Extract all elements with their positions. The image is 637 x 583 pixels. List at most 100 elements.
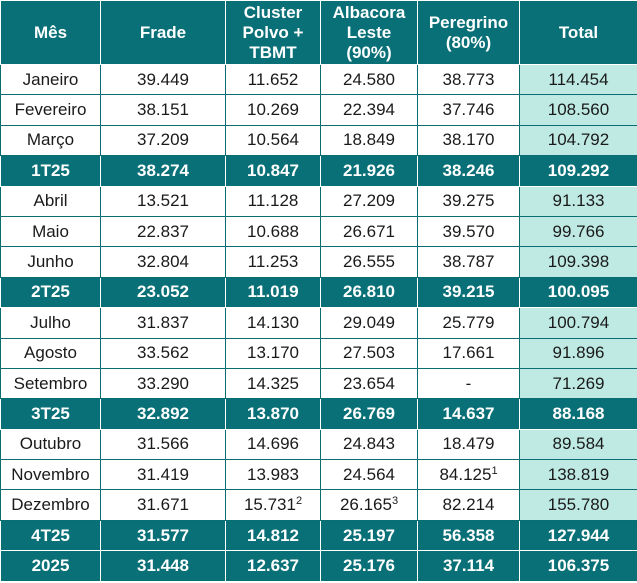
cell-value: 3T25 [31, 403, 70, 423]
value-cell: 11.253 [225, 246, 321, 278]
cell-value: 13.170 [247, 343, 299, 363]
value-cell: 24.580 [320, 63, 418, 96]
cell-value: 88.168 [552, 403, 605, 423]
cell-value: 38.246 [442, 160, 495, 180]
total-cell: 138.819 [519, 459, 637, 491]
table-row: Novembro 31.419 13.983 24.564 84.1251 138.819 [0, 459, 637, 491]
cell-value: 14.812 [247, 525, 299, 545]
value-cell: 23.052 [100, 276, 226, 309]
cell-value: 106.375 [547, 555, 610, 575]
cell-value: 37.114 [442, 555, 495, 575]
value-cell: 13.870 [225, 398, 321, 430]
cell-value: 24.580 [343, 69, 395, 89]
value-cell: 31.448 [100, 550, 226, 582]
value-cell: 17.661 [417, 337, 520, 369]
cell-value: 104.792 [547, 130, 610, 150]
cell-value: 33.290 [137, 373, 189, 393]
header-cluster-polvo-tbmt: Cluster Polvo + TBMT [225, 0, 321, 65]
cell-value: Junho [27, 252, 74, 272]
value-cell: 25.779 [417, 307, 520, 339]
total-cell: 91.896 [519, 337, 637, 369]
value-cell: - [417, 367, 520, 400]
header-line: Frade [139, 22, 187, 42]
cell-value: 14.696 [247, 434, 299, 454]
cell-value: 31.419 [137, 464, 189, 484]
cell-value: 14.130 [247, 312, 299, 332]
value-cell: 31.419 [100, 459, 226, 491]
header-mes: Mês [0, 0, 101, 65]
cell-value: 25.779 [442, 312, 495, 332]
total-cell: 109.292 [519, 155, 637, 187]
cell-value: 100.794 [547, 312, 610, 332]
header-row: Mês Frade Cluster Polvo + TBMT Albacora … [0, 0, 637, 65]
header-line: TBMT [249, 42, 297, 62]
cell-value: 89.584 [552, 434, 605, 454]
value-cell: 14.812 [225, 519, 321, 552]
cell-value: Julho [30, 312, 71, 332]
total-cell: 91.133 [519, 185, 637, 217]
total-cell: 100.794 [519, 307, 637, 339]
header-total: Total [519, 0, 637, 65]
value-cell: 56.358 [417, 519, 520, 552]
period-cell: Janeiro [0, 63, 101, 96]
cell-value: 14.637 [442, 403, 495, 423]
cell-value: 25.197 [343, 525, 395, 545]
cell-value: 31.837 [137, 312, 189, 332]
cell-value: 24.564 [343, 464, 395, 484]
value-cell: 11.128 [225, 185, 321, 217]
value-cell: 27.209 [320, 185, 418, 217]
period-cell: Março [0, 124, 101, 157]
value-cell: 39.215 [417, 276, 520, 309]
total-cell: 99.766 [519, 215, 637, 248]
cell-value: 10.564 [247, 130, 299, 150]
cell-value: 10.269 [247, 100, 299, 120]
cell-value: Maio [32, 221, 69, 241]
cell-value: Dezembro [11, 495, 90, 515]
cell-value: 10.688 [247, 221, 299, 241]
cell-value: 17.661 [442, 343, 495, 363]
value-cell: 13.521 [100, 185, 226, 217]
cell-value: 31.577 [137, 525, 189, 545]
value-cell: 24.564 [320, 459, 418, 491]
value-cell: 10.688 [225, 215, 321, 248]
cell-value: 38.787 [442, 252, 495, 272]
period-cell: Maio [0, 215, 101, 248]
value-cell: 37.114 [417, 550, 520, 582]
value-cell: 14.696 [225, 428, 321, 461]
cell-value: 18.849 [343, 130, 395, 150]
table-row: Outubro 31.566 14.696 24.843 18.479 89.584 [0, 428, 637, 461]
table-body: Janeiro 39.449 11.652 24.580 38.773 114.454 Fe… [0, 63, 637, 582]
value-cell: 26.671 [320, 215, 418, 248]
value-cell: 37.209 [100, 124, 226, 157]
value-cell: 26.555 [320, 246, 418, 278]
period-cell: Dezembro [0, 489, 101, 521]
footnote-marker: 2 [295, 495, 303, 508]
table-row: Abril 13.521 11.128 27.209 39.275 91.133 [0, 185, 637, 217]
total-cell: 89.584 [519, 428, 637, 461]
cell-value: 99.766 [552, 221, 605, 241]
cell-value: 27.209 [343, 191, 395, 211]
cell-value: Fevereiro [14, 100, 87, 120]
cell-value: 82.214 [442, 495, 495, 515]
cell-value: Agosto [24, 343, 77, 363]
value-cell: 39.275 [417, 185, 520, 217]
cell-value: Novembro [11, 464, 90, 484]
value-cell: 82.214 [417, 489, 520, 521]
cell-value: 91.896 [552, 343, 605, 363]
value-cell: 22.394 [320, 94, 418, 126]
cell-value: 38.274 [137, 160, 189, 180]
footnote-marker: 1 [491, 464, 498, 477]
value-cell: 10.564 [225, 124, 321, 157]
cell-value: 26.769 [343, 403, 395, 423]
cell-value: - [465, 373, 472, 393]
cell-value: 31.671 [137, 495, 189, 515]
cell-value: 39.570 [442, 221, 495, 241]
value-cell: 11.652 [225, 63, 321, 96]
cell-value: 18.479 [442, 434, 495, 454]
value-cell: 31.671 [100, 489, 226, 521]
value-cell: 25.176 [320, 550, 418, 582]
value-cell: 33.562 [100, 337, 226, 369]
period-cell: Outubro [0, 428, 101, 461]
table-row: Agosto 33.562 13.170 27.503 17.661 91.896 [0, 337, 637, 369]
